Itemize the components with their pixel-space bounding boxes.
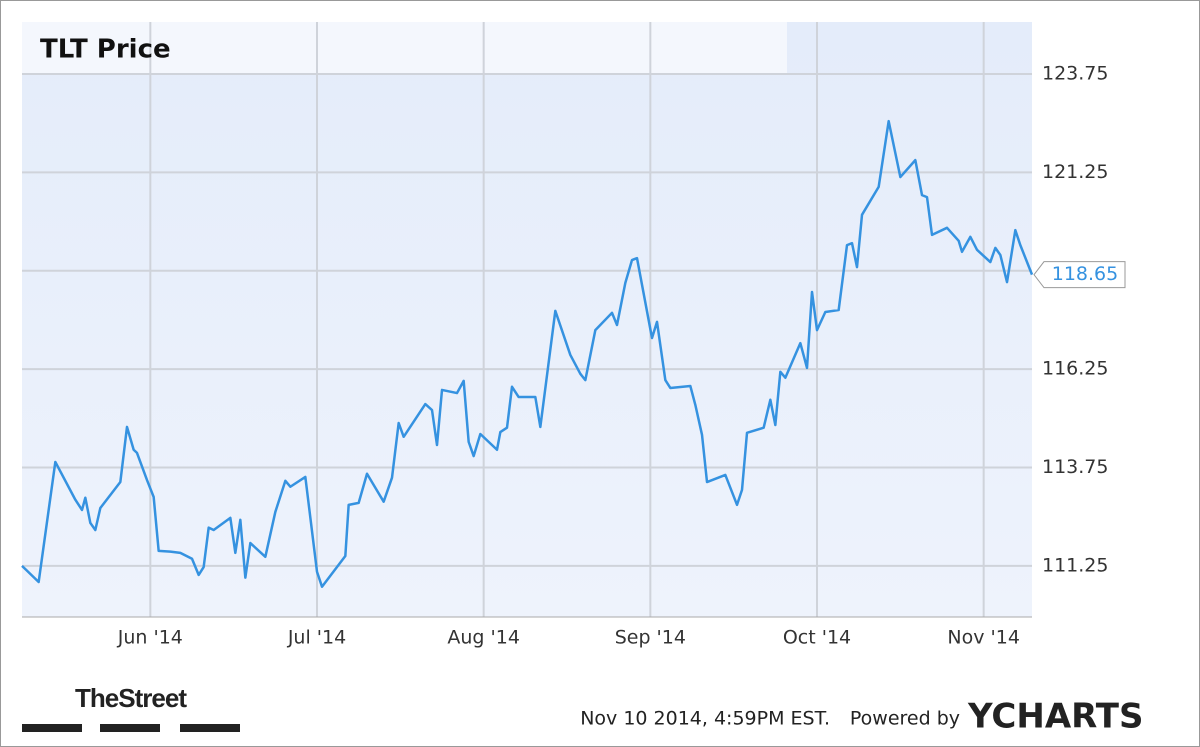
price-line [21, 119, 1034, 588]
y-tick-label: 113.75 [1042, 456, 1108, 478]
x-tick-label: Oct '14 [783, 627, 851, 649]
logo-bar [22, 724, 82, 732]
y-tick-label: 116.25 [1042, 358, 1108, 380]
last-value-pointer [1033, 261, 1126, 289]
timestamp: Nov 10 2014, 4:59PM EST. [580, 708, 830, 730]
brand-logo[interactable]: YCHARTS [967, 697, 1143, 737]
x-tick-label: Sep '14 [615, 627, 686, 649]
x-tick-label: Nov '14 [947, 627, 1020, 649]
x-tick-label: Aug '14 [447, 627, 520, 649]
powered-by: Powered by [850, 708, 960, 730]
y-tick-label: 111.25 [1042, 554, 1108, 576]
x-tick-label: Jul '14 [287, 627, 346, 649]
y-tick-label: 121.25 [1042, 161, 1108, 183]
source-logo: TheStreet [75, 683, 187, 713]
logo-bar [100, 724, 160, 732]
x-tick-label: Jun '14 [117, 627, 183, 649]
last-value-label: 118.65 [1052, 263, 1118, 285]
logo-bar [180, 724, 240, 732]
y-tick-label: 123.75 [1042, 62, 1108, 84]
plot-area [22, 22, 1032, 617]
chart-title: TLT Price [40, 35, 171, 65]
